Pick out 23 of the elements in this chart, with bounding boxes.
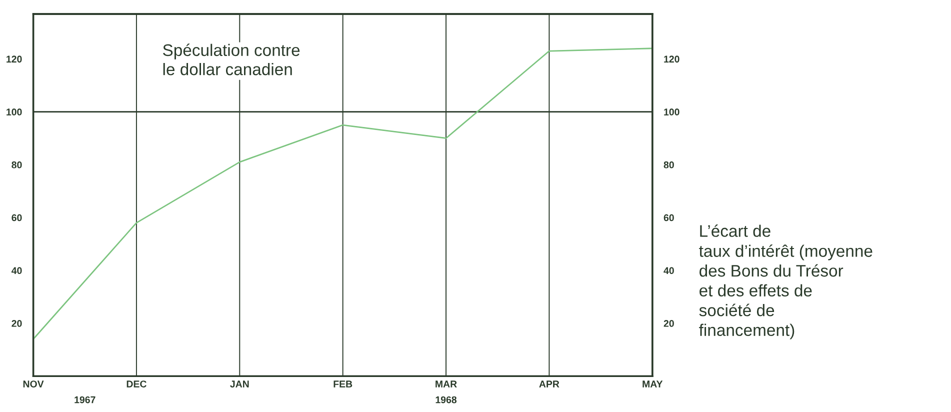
x-tick-label: DEC — [126, 380, 146, 388]
y-tick-label: 40 — [12, 267, 22, 274]
text: 1968 — [436, 396, 457, 404]
y-tick-label: 100 — [6, 108, 22, 116]
text: 1967 — [74, 396, 96, 404]
y-tick-label: 60 — [12, 214, 22, 222]
x-tick-label: MAY — [642, 380, 663, 388]
y-tick-label: 80 — [12, 161, 22, 168]
x-tick-label: JAN — [230, 380, 249, 388]
y2-axis-title: L’écart de taux d’intérêt (moyenne des Bons du Trésor et des effets de société de financement) — [699, 224, 872, 340]
y-tick-label: 20 — [12, 320, 22, 327]
y2-tick-label: 100 — [664, 108, 680, 116]
y2-tick-label: 60 — [664, 214, 674, 222]
y2-tick-label: 40 — [664, 267, 674, 274]
x-tick-label: APR — [539, 380, 560, 388]
x-tick-label: NOV — [23, 380, 44, 388]
y2-tick-label: 120 — [664, 56, 680, 63]
x-tick-label: MAR — [436, 380, 457, 388]
x-tick-label: FEB — [334, 380, 352, 388]
y2-tick-label: 80 — [664, 161, 674, 168]
y2-tick-label: 20 — [664, 320, 674, 327]
y-tick-label: 120 — [6, 56, 22, 63]
annotation: Spéculation contre le dollar canadien — [163, 44, 300, 76]
